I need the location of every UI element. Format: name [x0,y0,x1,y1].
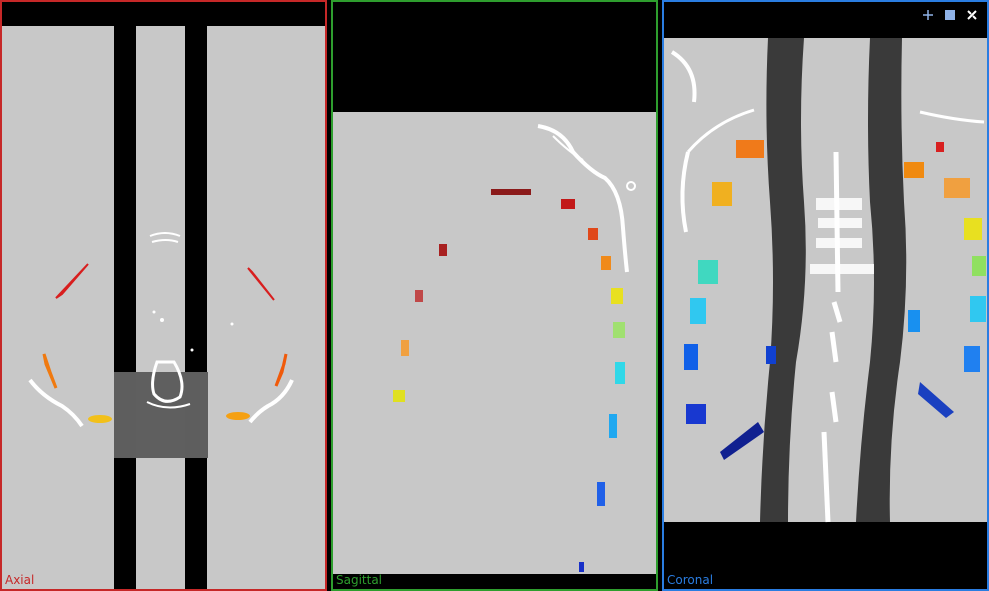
viewport-label-axial: Axial [5,573,35,587]
viewport-label-sagittal: Sagittal [336,573,383,587]
axial-image[interactable] [2,2,325,589]
sagittal-viewport[interactable]: Sagittal [331,0,658,591]
viewport-toolbar [921,8,979,22]
viewport-label-coronal: Coronal [667,573,714,587]
sagittal-image[interactable] [333,2,656,589]
crosshair-icon[interactable] [921,8,935,22]
maximize-icon[interactable] [943,8,957,22]
coronal-viewport[interactable]: Coronal [662,0,989,591]
axial-viewport[interactable]: Axial [0,0,327,591]
tools-icon[interactable] [965,8,979,22]
coronal-image[interactable] [664,2,987,589]
